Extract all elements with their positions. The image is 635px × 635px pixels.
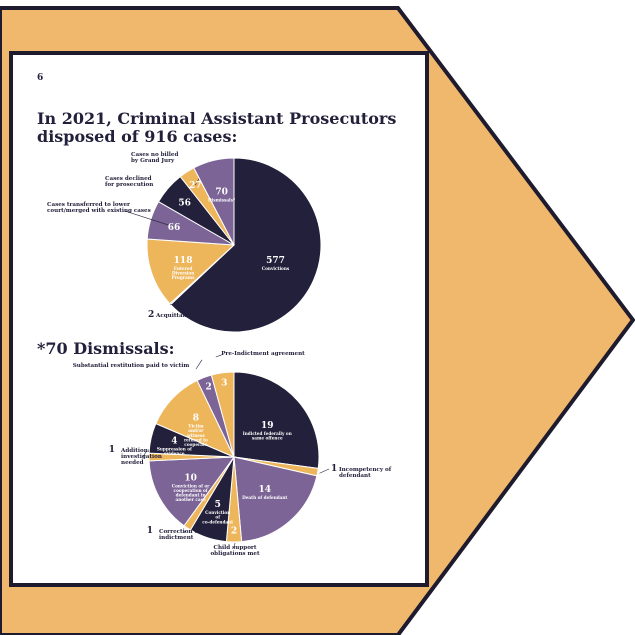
cases-slice-label: Dismissals* <box>208 197 236 202</box>
dismissals-leader-line <box>233 542 236 549</box>
cases-slice-value: 577 <box>266 256 285 266</box>
dismissals-slice-value: 14 <box>258 485 271 495</box>
dismissals-slice-value: 3 <box>221 378 227 388</box>
dismissals-slice-label: Death of defendant <box>242 495 287 500</box>
cases-slice <box>146 238 236 305</box>
dismissals-slice-value: 2 <box>205 382 211 392</box>
dismissals-leader-line <box>183 530 186 534</box>
cases-slice-label: Cases declined for prosecution <box>105 176 153 188</box>
dismissals-slice <box>233 456 318 543</box>
dismissals-slice-value: 5 <box>215 500 221 510</box>
dismissals-slice-label: Correction of indictment <box>159 529 201 541</box>
dismissals-leader-line <box>142 449 148 458</box>
dismissals-slice-value: 8 <box>193 414 199 424</box>
dismissals-slice <box>210 371 235 458</box>
dismissals-slice-value: 19 <box>261 421 274 431</box>
dismissals-leader-line <box>215 354 222 358</box>
report-page: 6 In 2021, Criminal Assistant Prosecutor… <box>9 51 429 587</box>
page-heading: In 2021, Criminal Assistant Prosecutors … <box>37 109 397 146</box>
cases-slice-label: Acquittals <box>155 313 188 319</box>
cases-slice <box>193 157 235 246</box>
cases-leader-line <box>182 184 185 203</box>
dismissals-slice-value: 1 <box>331 464 337 474</box>
cases-slice-value: 2 <box>148 310 154 320</box>
cases-slice-value: 56 <box>178 198 191 208</box>
dismissals-slice-label: Substantial restitution paid to victim <box>73 363 190 369</box>
dismissals-slice-label: Conviction of co-defendant <box>202 510 233 524</box>
cases-slice-label: Cases no billed by Grand Jury <box>131 152 178 164</box>
cases-slice-label: Convictions <box>262 266 290 271</box>
dismissals-slice <box>233 371 320 469</box>
cases-slice-value: 118 <box>174 256 193 266</box>
dismissals-slice-value: 10 <box>184 473 197 483</box>
dismissals-slice-value: 1 <box>147 526 153 536</box>
cases-slice <box>169 157 322 333</box>
dismissals-leader-line <box>195 359 203 370</box>
dismissals-slice-value: 1 <box>109 445 115 455</box>
cases-slice-label: Entered Diversion Programs <box>172 266 195 280</box>
dismissals-slice-label: Victim and/or witness refused to cooperate <box>184 424 208 447</box>
dismissals-slice-label: Pre-Indictment agreement <box>221 351 305 357</box>
cases-slice-label: Cases transferred to lower court/merged w… <box>47 202 151 214</box>
dismissals-slice-label: Child support obligations met <box>210 545 260 557</box>
dismissals-slice-value: 4 <box>171 436 177 446</box>
dismissals-slice <box>148 456 236 527</box>
cases-slice-value: 66 <box>168 223 181 233</box>
cases-leader-line <box>170 303 197 315</box>
cases-leader-line <box>124 210 175 228</box>
dismissals-slice-label: Suppression of evidence <box>157 446 193 456</box>
dismissals-leader-line <box>319 468 330 474</box>
cases-slice-value: 27 <box>189 181 202 191</box>
dismissals-slice-label: Indicted federally on same offence <box>243 431 292 441</box>
cases-slice-value: 70 <box>215 187 228 197</box>
dismissals-slice-label: Incompetency of defendant <box>339 467 392 479</box>
dismissals-slice-label: Additional investigation needed <box>120 448 162 466</box>
dismissals-slice-label: Conviction of or cooperation of defendant … <box>172 483 210 502</box>
dismissals-heading: *70 Dismissals: <box>37 339 175 358</box>
page-number: 6 <box>37 73 44 83</box>
dismissals-slice-value: 2 <box>231 527 237 537</box>
